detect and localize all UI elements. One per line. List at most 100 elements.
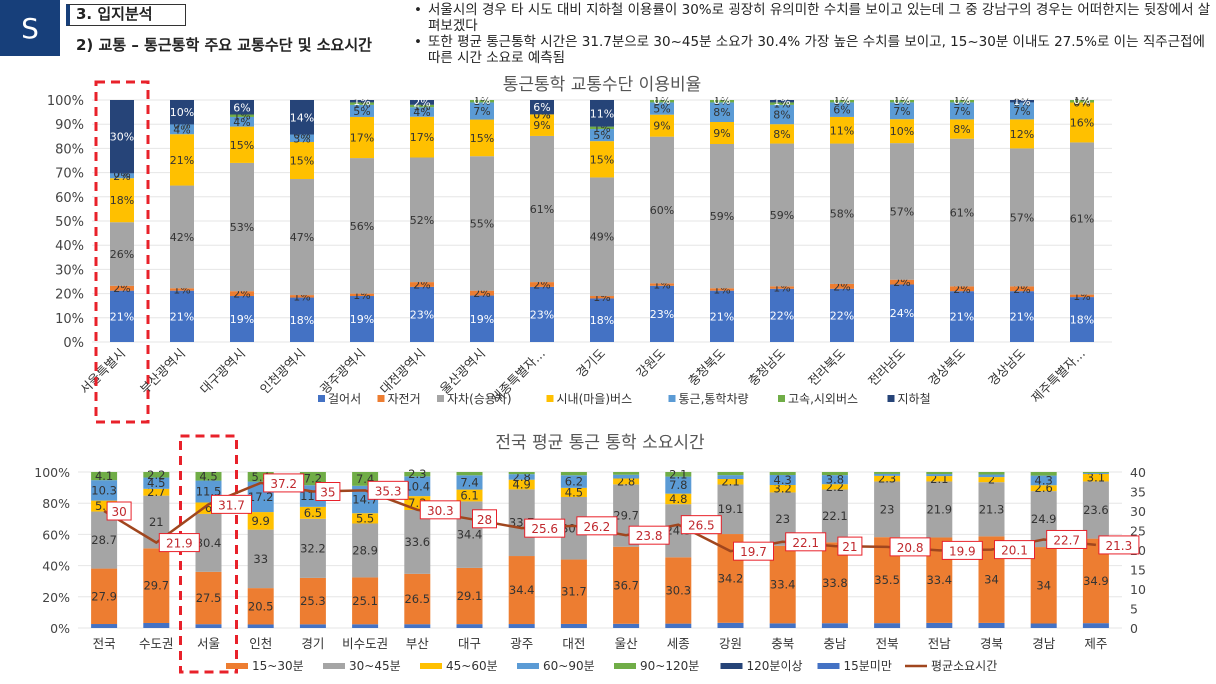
bar-segment <box>230 100 254 115</box>
line-label-box <box>785 532 827 552</box>
y-tick-label: 100% <box>47 94 84 109</box>
line-label-box <box>211 494 252 514</box>
y-tick-label: 10% <box>55 312 84 327</box>
bar-segment <box>247 472 274 482</box>
line-data-label: 30 <box>111 505 126 519</box>
bar-segment <box>299 518 326 578</box>
data-label: 9% <box>533 119 550 132</box>
bar-segment <box>830 102 854 117</box>
line-data-label: 37.2 <box>270 477 297 491</box>
bar-segment <box>769 545 796 624</box>
legend-swatch <box>517 663 539 669</box>
bar-segment <box>874 472 901 474</box>
bar-segment <box>950 100 974 103</box>
line-label-box <box>419 500 461 520</box>
bar-segment <box>650 114 674 137</box>
bar-segment <box>410 282 434 287</box>
line-label-box <box>889 537 931 557</box>
bar-segment <box>821 472 848 476</box>
y2-tick-label: 35 <box>1130 485 1146 500</box>
bar-segment <box>1030 472 1057 476</box>
data-label: 33.6 <box>404 535 430 549</box>
bar-segment <box>350 104 374 117</box>
legend-swatch <box>668 395 676 402</box>
bar-segment <box>650 102 674 115</box>
data-label: 15% <box>290 155 314 168</box>
data-label: 17% <box>350 132 374 145</box>
data-label: 27.9 <box>91 589 117 603</box>
bar-segment <box>665 476 692 494</box>
bar-segment <box>110 222 134 286</box>
bar-segment <box>352 577 379 625</box>
data-label: 4.9 <box>513 478 531 492</box>
x-tick-label: 강원 <box>719 636 742 651</box>
data-label: 2.1 <box>669 467 687 481</box>
data-label: 7% <box>893 105 910 118</box>
bar-segment <box>1070 102 1094 143</box>
bar-segment <box>890 100 914 103</box>
x-tick-label: 대전광역시 <box>377 346 428 397</box>
data-label: 1% <box>953 95 970 108</box>
data-label: 5% <box>353 105 370 118</box>
data-label: 25.1 <box>352 594 378 608</box>
line-data-label: 20.8 <box>897 541 924 555</box>
data-label: 60% <box>650 204 674 217</box>
line-label-box <box>994 540 1035 560</box>
line-data-label: 23.8 <box>636 529 663 543</box>
bar-segment <box>350 293 374 297</box>
bar-segment <box>769 623 796 628</box>
data-label: 10% <box>170 106 194 119</box>
line-data-label: 28 <box>477 513 492 527</box>
x-tick-label: 대구 <box>458 636 481 651</box>
data-label: 0% <box>953 94 970 107</box>
bar-segment <box>195 571 222 625</box>
line-label-box <box>576 516 618 536</box>
bar-segment <box>830 283 854 289</box>
bar-segment <box>1010 100 1034 103</box>
data-label: 34.9 <box>1083 574 1109 588</box>
x-tick-label: 충남 <box>823 636 847 651</box>
bar-segment <box>195 472 222 481</box>
bar-segment <box>470 102 494 120</box>
bar-segment <box>1010 286 1034 292</box>
data-label: 34 <box>1036 578 1051 592</box>
bar-segment <box>143 488 170 496</box>
x-tick-label: 전라남도 <box>865 346 908 389</box>
bar-segment <box>508 474 535 480</box>
bar-segment <box>665 472 692 477</box>
data-label: 59% <box>770 209 794 222</box>
data-label: 57% <box>890 205 914 218</box>
data-label: 8% <box>773 109 790 122</box>
bar-segment <box>230 116 254 127</box>
x-tick-label: 경상북도 <box>925 346 968 389</box>
bar-segment <box>560 475 587 488</box>
commute-time-chart: 전국 평균 통근 통학 소요시간 0% 20% 40% 60% 80% 100% 0 5 10 15… <box>34 433 1146 674</box>
data-label: 1% <box>473 95 490 108</box>
data-label: 19.1 <box>718 502 744 516</box>
line-label-box <box>1046 529 1088 549</box>
data-label: 21.3 <box>979 502 1005 516</box>
bar-segment <box>404 573 431 625</box>
legend-swatch <box>778 395 785 402</box>
x-tick-label: 강원도 <box>633 346 668 381</box>
data-label: 59% <box>710 210 734 223</box>
y-tick-label: 60% <box>42 527 70 542</box>
bar-segment <box>770 288 794 342</box>
bar-segment <box>770 143 794 287</box>
chart-title: 통근통학 교통수단 이용비율 <box>503 75 702 95</box>
line-data-label: 26.2 <box>584 520 611 534</box>
data-label: 4.5 <box>565 485 583 499</box>
legend-label: 120분이상 <box>747 659 803 673</box>
data-label: 11% <box>830 124 854 137</box>
data-label: 10% <box>890 125 914 138</box>
data-label: 21% <box>170 154 194 167</box>
bar-segment <box>650 136 674 284</box>
legend-swatch <box>323 663 345 669</box>
data-label: 34.4 <box>457 528 483 542</box>
bar-segment <box>890 284 914 342</box>
section-title: 3. 입지분석 <box>66 4 186 26</box>
legend-label: 걸어서 <box>328 392 361 406</box>
bar-segment <box>560 559 587 624</box>
data-label: 6.5 <box>304 506 322 520</box>
bar-segment <box>590 100 614 127</box>
